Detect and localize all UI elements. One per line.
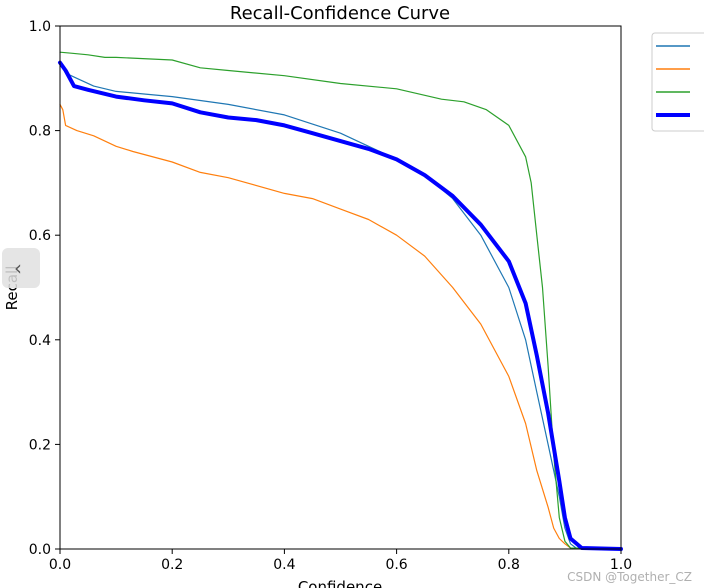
series-line-3 [59, 51, 622, 550]
y-axis-ticks: 0.0 0.2 0.4 0.6 0.8 1.0 [29, 19, 60, 558]
x-tick-label: 0.0 [49, 557, 71, 573]
x-axis-label: Confidence [298, 578, 382, 588]
series-group [58, 51, 623, 551]
x-tick-label: 1.0 [610, 557, 632, 573]
legend [651, 32, 704, 132]
x-tick-label: 0.8 [498, 557, 520, 573]
watermark: CSDN @Together_CZ [567, 570, 692, 584]
x-tick-label: 0.2 [161, 557, 183, 573]
x-tick-label: 0.6 [385, 557, 407, 573]
x-tick-label: 0.4 [273, 557, 295, 573]
y-tick-label: 0.8 [29, 124, 51, 140]
axes-frame [59, 25, 622, 550]
legend-entries [656, 45, 690, 117]
chevron-left-icon: ‹ [14, 256, 22, 280]
series-line-1 [59, 61, 622, 550]
legend-frame [651, 32, 704, 132]
y-tick-label: 0.4 [29, 333, 51, 349]
series-line-4 [58, 60, 623, 551]
y-tick-label: 0.6 [29, 228, 51, 244]
y-tick-label: 0.0 [29, 542, 51, 558]
plot-area [58, 25, 623, 551]
y-tick-label: 0.2 [29, 437, 51, 453]
x-axis-ticks: 0.0 0.2 0.4 0.6 0.8 1.0 [49, 549, 632, 573]
y-tick-label: 1.0 [29, 19, 51, 35]
series-line-2 [59, 103, 622, 550]
chart-title: Recall-Confidence Curve [230, 3, 450, 24]
page-nav-handle[interactable]: ‹ [2, 248, 40, 288]
